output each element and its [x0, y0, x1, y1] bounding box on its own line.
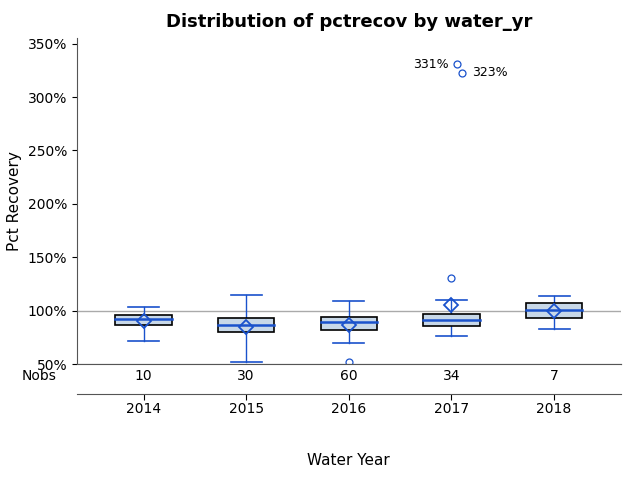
- Text: 60: 60: [340, 369, 358, 383]
- Text: Nobs: Nobs: [21, 369, 56, 383]
- Title: Distribution of pctrecov by water_yr: Distribution of pctrecov by water_yr: [166, 13, 532, 31]
- Text: 10: 10: [134, 369, 152, 383]
- Text: 331%: 331%: [413, 58, 449, 71]
- Bar: [526, 303, 582, 318]
- Y-axis label: Pct Recovery: Pct Recovery: [7, 151, 22, 251]
- Text: 30: 30: [237, 369, 255, 383]
- Text: 7: 7: [550, 369, 559, 383]
- Bar: [115, 315, 172, 324]
- Text: 323%: 323%: [472, 66, 508, 79]
- Text: 34: 34: [443, 369, 460, 383]
- Bar: [321, 317, 377, 330]
- Bar: [423, 314, 479, 325]
- Text: Water Year: Water Year: [307, 453, 390, 468]
- Bar: [218, 318, 275, 332]
